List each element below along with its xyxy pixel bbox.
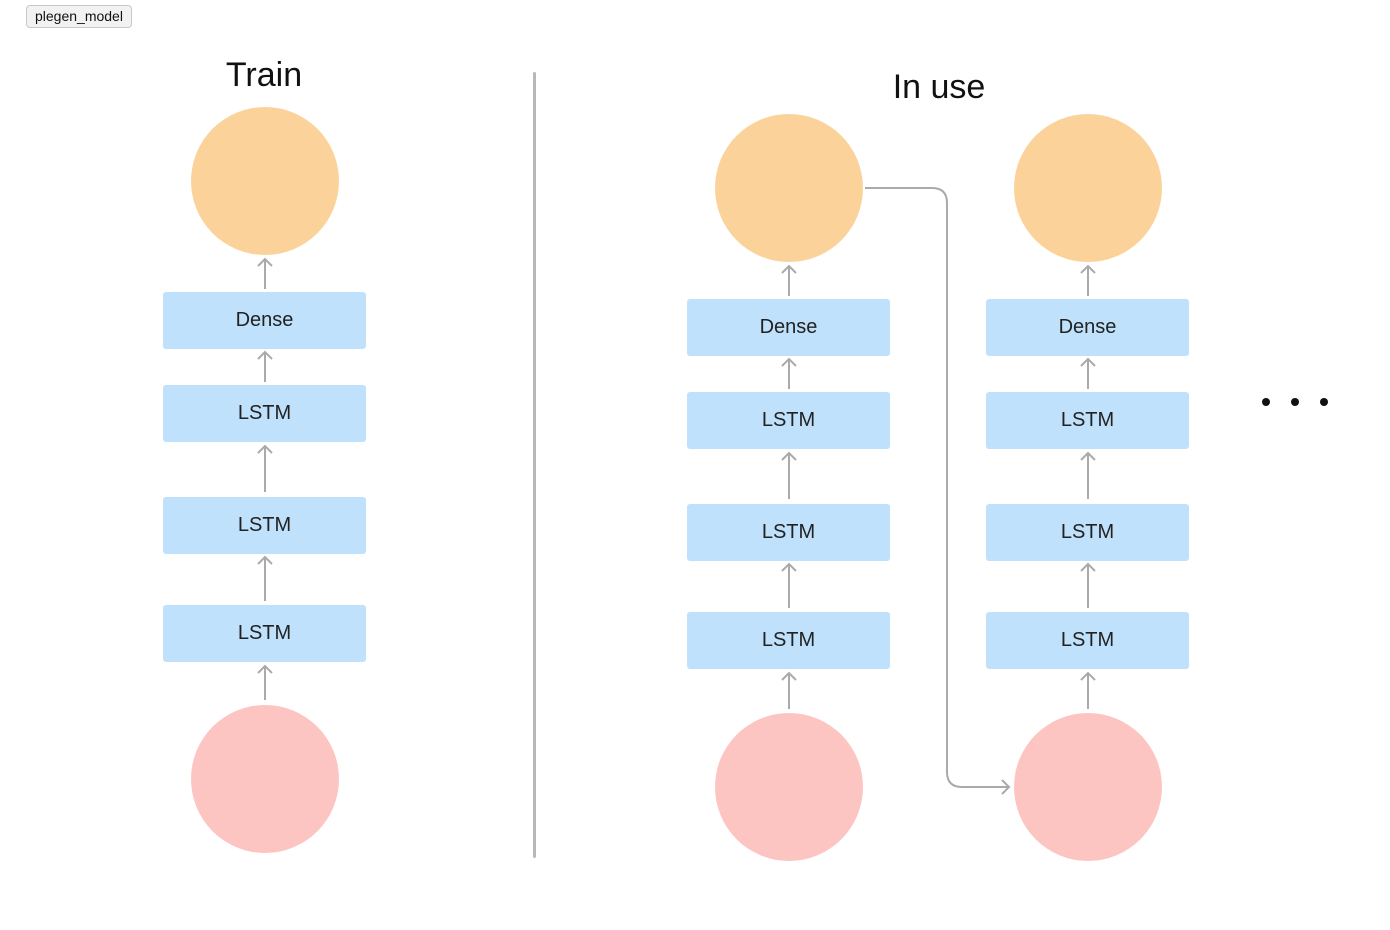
arrow-up-icon: [1080, 671, 1096, 711]
arrow-up-icon: [1080, 451, 1096, 501]
arrow-up-icon: [257, 350, 273, 384]
arrow-up-icon: [1080, 264, 1096, 298]
model-name-tag: plegen_model: [26, 5, 132, 28]
step2-layer-lstm-3: LSTM: [986, 392, 1189, 449]
train-output-node: [191, 107, 339, 255]
step2-input-node: [1014, 713, 1162, 861]
step1-layer-lstm-3: LSTM: [687, 392, 890, 449]
section-divider: [533, 72, 536, 858]
ellipsis-icon: [1262, 398, 1342, 414]
arrow-up-icon: [257, 257, 273, 291]
train-layer-lstm-2: LSTM: [163, 497, 366, 554]
step1-input-node: [715, 713, 863, 861]
train-layer-lstm-3: LSTM: [163, 385, 366, 442]
arrow-up-icon: [1080, 562, 1096, 610]
arrow-up-icon: [257, 444, 273, 494]
arrow-up-icon: [257, 664, 273, 702]
arrow-up-icon: [781, 451, 797, 501]
step1-layer-lstm-2: LSTM: [687, 504, 890, 561]
step2-layer-lstm-1: LSTM: [986, 612, 1189, 669]
step2-layer-dense: Dense: [986, 299, 1189, 356]
train-input-node: [191, 705, 339, 853]
arrow-up-icon: [781, 264, 797, 298]
train-layer-dense: Dense: [163, 292, 366, 349]
arrow-up-icon: [781, 357, 797, 391]
train-layer-lstm-1: LSTM: [163, 605, 366, 662]
step2-layer-lstm-2: LSTM: [986, 504, 1189, 561]
arrow-up-icon: [781, 671, 797, 711]
train-title: Train: [225, 56, 303, 94]
step1-output-node: [715, 114, 863, 262]
step1-layer-lstm-1: LSTM: [687, 612, 890, 669]
arrow-up-icon: [1080, 357, 1096, 391]
step2-output-node: [1014, 114, 1162, 262]
in-use-title: In use: [892, 68, 986, 106]
arrow-up-icon: [781, 562, 797, 610]
arrow-up-icon: [257, 555, 273, 603]
step1-layer-dense: Dense: [687, 299, 890, 356]
